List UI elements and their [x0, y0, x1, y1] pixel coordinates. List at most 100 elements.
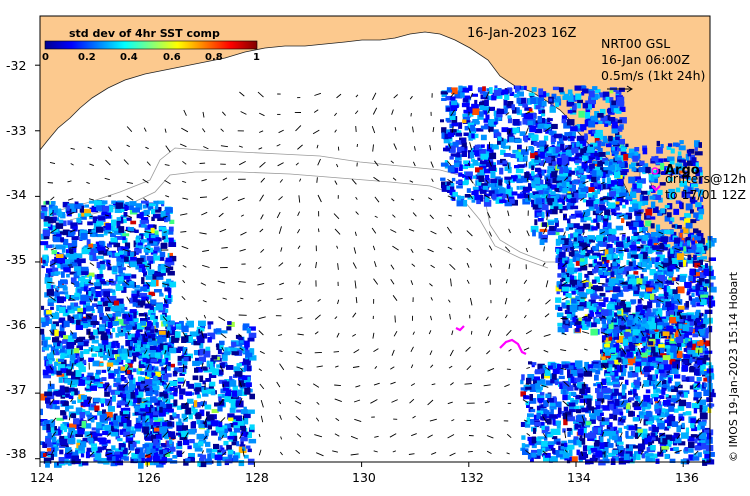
sst-pixel — [634, 147, 640, 152]
sst-pixel — [160, 314, 166, 321]
sst-pixel — [456, 185, 463, 189]
sst-pixel — [499, 167, 504, 175]
sst-pixel — [41, 334, 45, 340]
sst-pixel — [472, 175, 477, 179]
sst-pixel — [595, 145, 601, 149]
sst-pixel — [71, 319, 80, 325]
sst-pixel — [464, 125, 469, 131]
sst-pixel — [115, 332, 119, 338]
sst-pixel — [515, 85, 520, 93]
sst-pixel — [231, 351, 239, 356]
sst-pixel — [170, 403, 177, 408]
sst-pixel — [496, 160, 503, 165]
sst-pixel — [169, 386, 175, 391]
sst-pixel — [219, 362, 225, 369]
sst-pixel — [149, 455, 153, 460]
sst-pixel — [43, 356, 48, 361]
sst-pixel — [65, 363, 74, 369]
sst-pixel — [563, 93, 569, 98]
sst-pixel — [84, 387, 90, 391]
sst-pixel — [130, 252, 135, 256]
sst-pixel — [114, 390, 120, 395]
sst-pixel — [207, 425, 212, 430]
sst-pixel — [113, 230, 122, 235]
sst-pixel — [535, 105, 541, 110]
sst-pixel — [195, 357, 202, 363]
sst-pixel — [173, 399, 178, 407]
sst-pixel — [149, 349, 156, 354]
sst-pixel — [621, 218, 625, 223]
sst-pixel — [570, 170, 575, 175]
sst-pixel — [471, 103, 478, 110]
sst-pixel — [472, 119, 479, 125]
sst-pixel — [601, 172, 606, 179]
sst-pixel — [155, 203, 159, 210]
sst-pixel — [93, 346, 100, 352]
sst-pixel — [165, 324, 169, 330]
sst-pixel — [458, 122, 463, 129]
sst-pixel — [689, 196, 696, 203]
sst-pixel — [176, 424, 183, 432]
sst-pixel — [78, 357, 84, 362]
sst-pixel — [600, 241, 607, 247]
sst-pixel — [570, 157, 575, 162]
sst-pixel — [441, 127, 447, 134]
sst-pixel — [165, 315, 171, 321]
sst-pixel — [122, 236, 126, 241]
sst-pixel — [624, 349, 632, 353]
sst-pixel — [247, 409, 255, 414]
sst-pixel — [623, 237, 628, 242]
sst-pixel — [575, 152, 582, 157]
sst-pixel — [51, 436, 57, 443]
sst-pixel — [700, 196, 703, 202]
sst-pixel — [163, 449, 168, 455]
sst-pixel — [217, 394, 225, 399]
sst-pixel — [104, 391, 110, 397]
sst-pixel — [517, 164, 525, 168]
sst-pixel — [523, 163, 528, 168]
sst-pixel — [188, 453, 195, 459]
sst-pixel — [102, 205, 110, 212]
sst-pixel — [574, 318, 582, 325]
sst-pixel — [582, 253, 590, 257]
sst-pixel — [446, 129, 453, 134]
sst-pixel — [96, 226, 104, 233]
sst-pixel — [60, 400, 65, 404]
sst-pixel — [480, 160, 488, 165]
sst-pixel — [88, 357, 95, 362]
sst-pixel — [64, 378, 68, 384]
sst-pixel — [67, 220, 73, 226]
sst-pixel — [106, 362, 114, 367]
sst-pixel — [106, 454, 115, 461]
sst-pixel — [594, 111, 600, 118]
sst-pixel — [644, 293, 650, 299]
sst-pixel — [59, 306, 66, 314]
sst-pixel — [145, 358, 150, 364]
sst-pixel — [73, 305, 81, 311]
sst-pixel — [136, 257, 144, 262]
sst-pixel — [579, 301, 587, 307]
sst-pixel — [136, 368, 142, 375]
sst-pixel — [552, 161, 557, 166]
sst-pixel — [690, 329, 697, 334]
sst-pixel — [557, 194, 562, 198]
sst-pixel — [462, 174, 466, 178]
sst-pixel — [685, 237, 691, 242]
sst-pixel — [621, 311, 629, 316]
sst-pixel — [591, 130, 599, 134]
sst-pixel — [92, 432, 97, 437]
sst-pixel — [204, 430, 209, 437]
sst-pixel — [80, 266, 89, 273]
sst-pixel — [209, 333, 216, 340]
sst-pixel — [641, 261, 647, 267]
sst-pixel — [104, 297, 111, 301]
sst-pixel — [71, 359, 75, 364]
sst-pixel — [58, 377, 63, 383]
sst-pixel — [216, 364, 220, 368]
sst-pixel — [574, 253, 581, 258]
sst-pixel — [602, 157, 609, 162]
sst-pixel — [59, 324, 65, 332]
sst-pixel — [657, 158, 664, 163]
sst-pixel — [123, 431, 131, 437]
sst-pixel — [143, 209, 150, 215]
